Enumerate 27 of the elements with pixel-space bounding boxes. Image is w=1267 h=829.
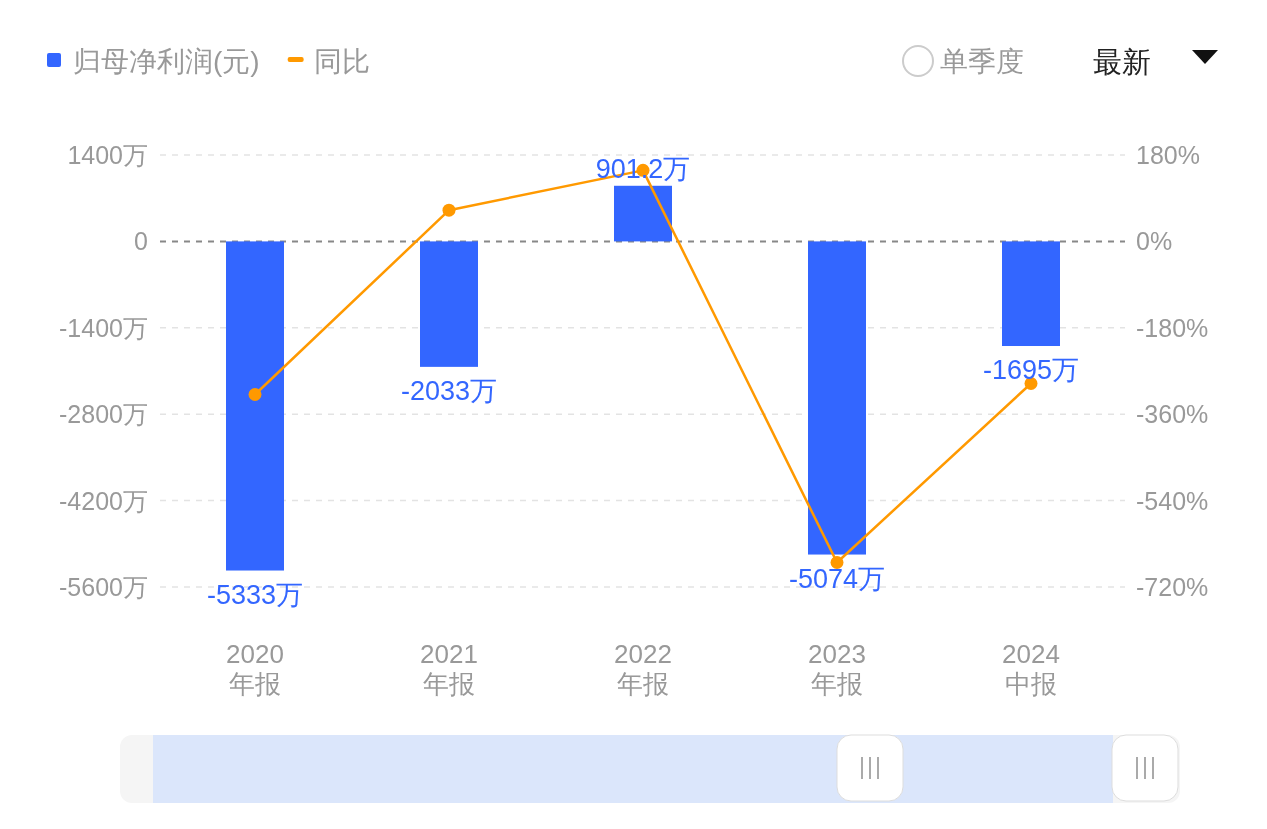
data-label: -5074万 bbox=[788, 563, 886, 594]
y2-tick-label: -180% bbox=[1136, 313, 1209, 342]
y-tick-label: -1400万 bbox=[59, 313, 148, 342]
x-tick-label: 2020 年报 bbox=[226, 639, 284, 699]
x-tick-label: 2022 年报 bbox=[614, 639, 672, 699]
y-tick-label: 0 bbox=[134, 227, 148, 256]
y2-tick-label: -540% bbox=[1136, 486, 1209, 515]
y-tick-label: -5600万 bbox=[59, 573, 148, 601]
x-tick-label: 2021 年报 bbox=[420, 639, 478, 699]
data-label: -2033万 bbox=[400, 375, 498, 406]
data-label: -1695万 bbox=[982, 355, 1080, 386]
point bbox=[442, 203, 456, 217]
y-tick-label: -4200万 bbox=[59, 486, 148, 515]
text: 单季度 bbox=[940, 46, 1024, 77]
point bbox=[248, 388, 262, 402]
legend-label: 同比 bbox=[313, 46, 370, 77]
y2-tick-label: -360% bbox=[1136, 400, 1209, 429]
y2-tick-label: -720% bbox=[1136, 573, 1209, 601]
y2-tick-label: 0% bbox=[1136, 227, 1173, 256]
x-tick-label: 2023 年报 bbox=[808, 639, 866, 699]
data-label: -5333万 bbox=[206, 579, 304, 610]
x-tick-label: 2024 中报 bbox=[1002, 639, 1060, 699]
y-tick-label: -2800万 bbox=[59, 400, 148, 429]
y2-tick-label: 180% bbox=[1136, 141, 1200, 169]
text: 最新 bbox=[1093, 46, 1151, 78]
legend-label: 归母净利润(元) bbox=[73, 46, 260, 77]
y-tick-label: 1400万 bbox=[67, 141, 148, 169]
